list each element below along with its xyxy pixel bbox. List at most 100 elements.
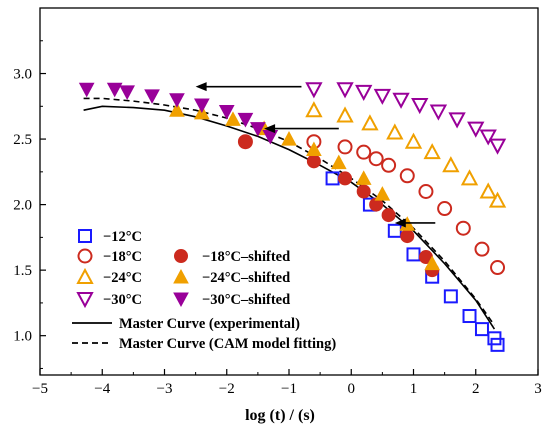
series-m30	[305, 82, 507, 155]
data-point-m30	[467, 121, 485, 138]
series-m12	[325, 171, 505, 352]
data-point-m30	[373, 88, 392, 105]
legend-label: −24°C	[103, 270, 142, 286]
data-point-m24	[423, 143, 441, 160]
x-tick-label: −5	[32, 381, 48, 397]
x-tick-label: 3	[534, 381, 542, 397]
data-point-m12	[474, 322, 489, 337]
data-point-m18s	[381, 208, 396, 223]
data-point-m18	[381, 157, 397, 173]
legend-marker	[77, 248, 93, 264]
x-tick-label: 2	[472, 381, 480, 397]
data-point-m18	[368, 151, 384, 167]
legend-marker	[173, 268, 189, 284]
data-point-m12	[443, 289, 458, 304]
shift-arrows	[195, 82, 436, 228]
data-point-m30	[392, 92, 410, 109]
data-point-m30s	[144, 89, 160, 104]
data-point-m18	[455, 220, 471, 236]
legend-label: Master Curve (experimental)	[119, 316, 300, 332]
data-point-m18	[490, 260, 506, 276]
data-point-m24	[305, 101, 323, 118]
series-line-master_exp	[83, 105, 496, 330]
legend-label: −30°C	[103, 292, 142, 308]
shift-arrow	[394, 218, 436, 228]
data-point-m24s	[330, 154, 347, 170]
series-m24	[305, 101, 507, 208]
legend-label: −24°C–shifted	[202, 270, 290, 286]
data-point-m12	[387, 223, 402, 238]
x-tick-label: −4	[94, 381, 110, 397]
data-point-m30	[336, 82, 354, 99]
data-point-m30s	[106, 82, 123, 98]
data-point-m30s	[218, 105, 235, 120]
data-point-m18s	[356, 184, 371, 199]
data-point-m30	[411, 97, 429, 115]
y-tick-label: 1.5	[13, 263, 32, 279]
data-point-m18	[337, 139, 353, 155]
data-point-m24s	[355, 170, 372, 185]
data-point-m30	[305, 82, 323, 99]
data-point-m18s	[238, 134, 253, 149]
legend-label: −30°C–shifted	[202, 292, 290, 308]
data-point-m24	[361, 114, 379, 131]
data-point-m30s	[119, 85, 135, 100]
y-tick-label: 3.0	[13, 67, 32, 83]
data-point-m18	[399, 168, 415, 184]
axes: −5 −4 −3 −2 −1 0 1 2 3 1.0 1.5 2.0 2.5 3.0	[13, 40, 542, 397]
series-m30s	[78, 82, 279, 145]
data-point-m30s	[78, 82, 95, 98]
shift-arrow	[264, 124, 339, 134]
legend-label: −18°C–shifted	[202, 249, 290, 265]
x-tick-label: −1	[281, 381, 297, 397]
data-point-m30s	[169, 93, 185, 108]
x-tick-label: 1	[410, 381, 418, 397]
data-point-m30	[429, 104, 448, 121]
data-point-m30s	[237, 112, 254, 128]
legend-marker	[78, 229, 92, 243]
data-point-m24	[386, 123, 404, 140]
data-point-m18s	[400, 229, 415, 244]
data-point-m24	[442, 156, 460, 173]
data-point-m24	[404, 132, 423, 149]
legend-label: −12°C	[103, 229, 142, 245]
legend-marker	[173, 292, 189, 308]
data-point-m18	[474, 241, 490, 257]
data-point-m30s	[262, 129, 279, 145]
legend: −12°C −18°C −18°C–shifted −24°C −24°C–shifte…	[72, 229, 336, 352]
data-point-m24	[460, 169, 479, 186]
shift-arrow	[195, 82, 302, 92]
data-point-m24	[479, 182, 497, 199]
data-point-m24s	[424, 255, 441, 271]
y-tick-label: 2.5	[13, 132, 32, 148]
data-point-m24s	[306, 141, 322, 157]
data-point-m12	[490, 337, 505, 352]
data-point-m18	[437, 201, 453, 217]
data-point-m12	[462, 309, 477, 324]
data-point-m30	[488, 138, 507, 155]
legend-marker	[174, 249, 188, 263]
data-point-m24	[488, 191, 507, 208]
legend-label: Master Curve (CAM model fitting)	[119, 336, 336, 352]
y-tick-label: 1.0	[13, 329, 32, 345]
data-point-m24s	[169, 102, 185, 117]
data-point-m18s	[306, 154, 321, 169]
data-point-m24s	[225, 111, 241, 126]
x-axis-label: log (t) / (s)	[245, 407, 315, 424]
x-tick-label: −3	[157, 381, 173, 397]
y-tick-label: 2.0	[13, 198, 32, 214]
x-tick-label: 0	[348, 381, 356, 397]
data-point-m18s	[338, 171, 353, 186]
legend-label: −18°C	[103, 249, 142, 265]
data-point-m24s	[281, 131, 297, 146]
data-point-m30	[479, 129, 497, 146]
data-point-m18	[418, 184, 434, 199]
data-point-m18	[356, 144, 372, 160]
legend-marker	[76, 267, 94, 284]
data-point-m12	[406, 247, 421, 262]
data-point-m30	[448, 112, 466, 129]
data-point-m30s	[194, 98, 210, 114]
data-point-m30	[355, 84, 373, 101]
data-points	[78, 82, 507, 352]
